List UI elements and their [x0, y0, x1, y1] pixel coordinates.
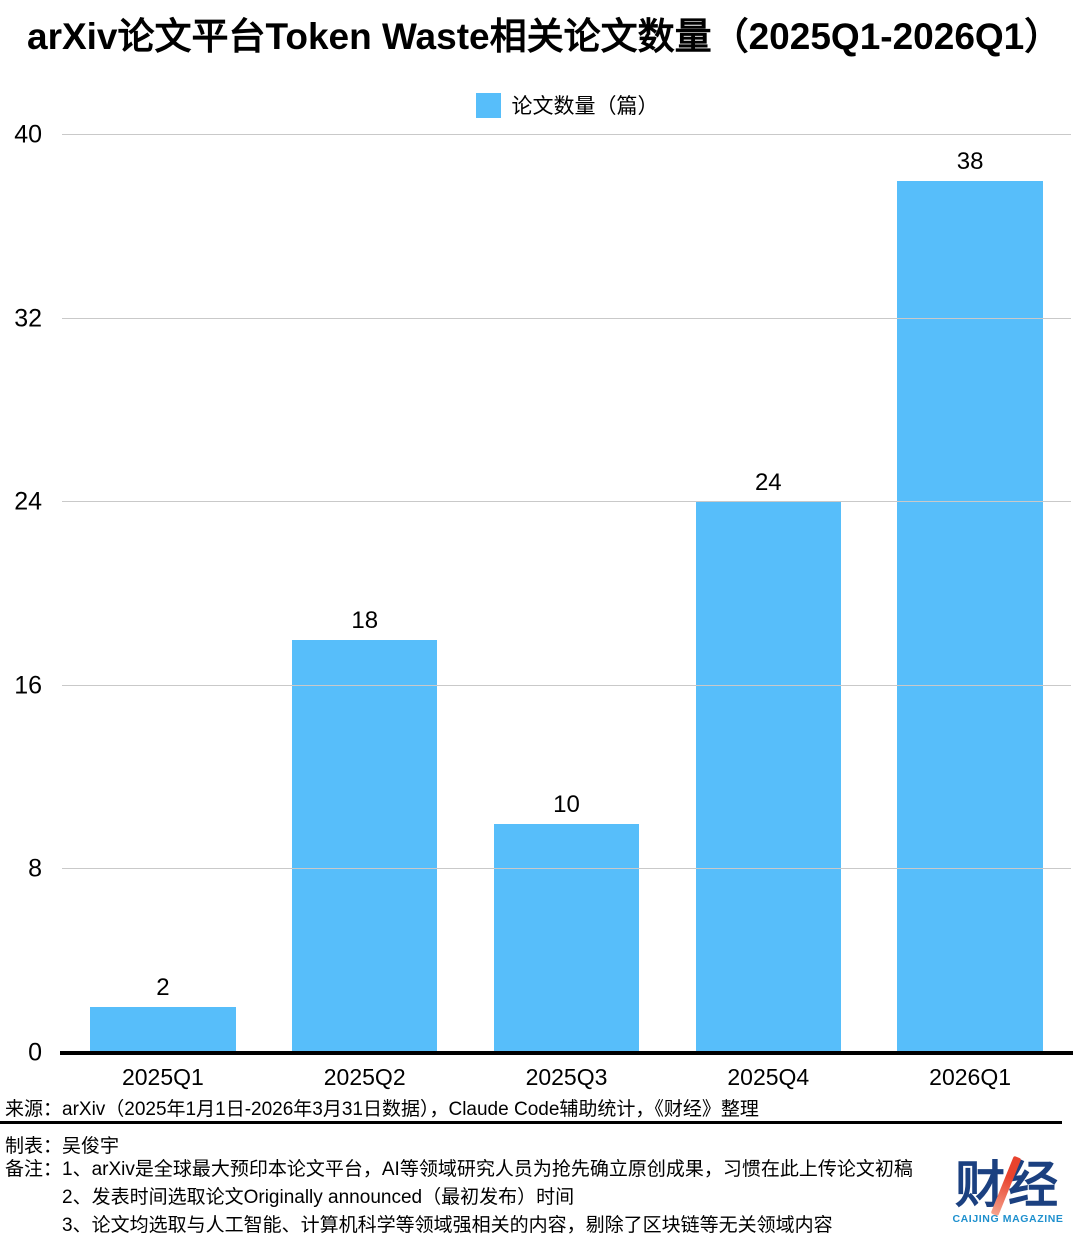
footer-divider	[0, 1121, 1062, 1124]
bar-value-label: 24	[754, 469, 782, 497]
note-line: 2、发表时间选取论文Originally announced（最初发布）时间	[62, 1187, 575, 1208]
x-axis-baseline	[60, 1051, 1073, 1055]
bar-2025Q3	[493, 823, 640, 1053]
bar-group-2026Q1: 38	[869, 135, 1071, 1053]
gridline	[62, 317, 1071, 319]
gridline	[62, 684, 1071, 686]
x-axis-label-2025Q2: 2025Q2	[323, 1064, 406, 1090]
bar-value-label: 18	[351, 606, 379, 634]
bar-2025Q2	[292, 639, 438, 1053]
gridline	[62, 134, 1071, 135]
y-axis-tick-label: 8	[28, 854, 42, 883]
chart-title: arXiv论文平台Token Waste相关论文数量（2025Q1-2026Q1…	[27, 16, 1062, 57]
bar-slot: 10	[466, 135, 668, 1053]
bar-group-2025Q1: 2	[62, 135, 264, 1053]
gridline	[62, 868, 1071, 870]
bar-slot: 2	[62, 135, 264, 1053]
bars-container: 2 18 10 24 38	[62, 135, 1071, 1053]
bar-chart-plot-area: 2 18 10 24 38 0 8 16 24 32 40	[0, 122, 1080, 1065]
gridline	[62, 501, 1071, 503]
bar-value-label: 10	[553, 790, 580, 818]
notes-label: 备注：	[5, 1159, 63, 1180]
bar-2025Q4	[695, 502, 841, 1053]
x-axis-label-2025Q4: 2025Q4	[727, 1064, 810, 1090]
note-line: 3、论文均选取与人工智能、计算机科学等领域强相关的内容，剔除了区块链等无关领域内…	[62, 1215, 833, 1236]
bar-2025Q1	[90, 1007, 236, 1053]
legend: 论文数量（篇）	[62, 90, 1072, 120]
bar-group-2025Q4: 24	[667, 135, 869, 1053]
legend-color-swatch	[475, 92, 501, 118]
bar-value-label: 2	[156, 974, 170, 1002]
x-axis-label-2025Q3: 2025Q3	[525, 1064, 608, 1090]
bar-slot: 24	[667, 135, 869, 1053]
caijing-magazine-logo: 财经 CAIJING MAGAZINE	[948, 1155, 1068, 1225]
x-axis-labels: 2025Q1 2025Q2 2025Q3 2025Q4 2026Q1	[62, 1064, 1071, 1091]
bar-slot: 38	[869, 135, 1071, 1053]
x-axis-label-2026Q1: 2026Q1	[929, 1064, 1012, 1090]
notes-list: 1、arXiv是全球最大预印本论文平台，AI等领域研究人员为抢先确立原创成果，习…	[62, 1156, 950, 1240]
notes-block: 备注： 1、arXiv是全球最大预印本论文平台，AI等领域研究人员为抢先确立原创…	[5, 1156, 950, 1240]
bar-group-2025Q2: 18	[264, 135, 466, 1053]
logo-subtext: CAIJING MAGAZINE	[952, 1213, 1064, 1225]
x-axis-label-2025Q1: 2025Q1	[121, 1064, 204, 1090]
bar-2026Q1	[897, 180, 1043, 1053]
author-line: 制表：吴俊宇	[5, 1136, 120, 1157]
bar-group-2025Q3: 10	[466, 135, 668, 1053]
y-axis-tick-label: 24	[14, 487, 42, 516]
y-axis-tick-label: 40	[14, 120, 42, 149]
logo-chinese-text: 财经	[955, 1155, 1061, 1217]
y-axis-tick-label: 32	[14, 304, 42, 333]
y-axis-tick-label: 0	[28, 1038, 42, 1067]
legend-label: 论文数量（篇）	[511, 95, 659, 118]
note-line: 1、arXiv是全球最大预印本论文平台，AI等领域研究人员为抢先确立原创成果，习…	[62, 1159, 913, 1180]
bar-value-label: 38	[956, 147, 984, 175]
source-line: 来源：arXiv（2025年1月1日-2026年3月31日数据），Claude …	[5, 1099, 759, 1120]
y-axis-tick-label: 16	[14, 671, 42, 700]
bar-slot: 18	[264, 135, 466, 1053]
